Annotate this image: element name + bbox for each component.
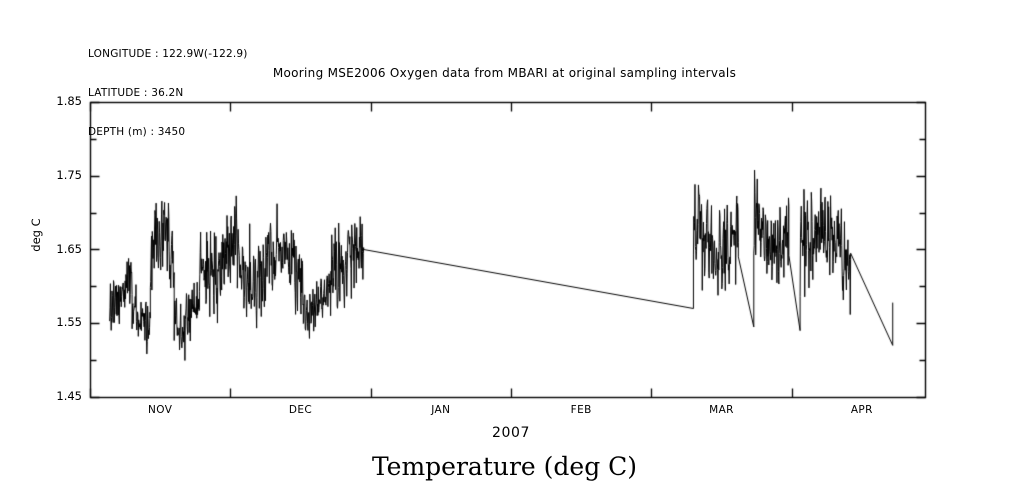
x-tick-label: DEC [288,404,313,416]
x-tick-label: APR [850,404,873,416]
y-tick-label: 1.45 [56,389,82,403]
x-tick-label: NOV [147,404,173,416]
y-tick-label: 1.65 [56,241,82,256]
y-tick-label: 1.85 [56,94,82,108]
x-tick-label: FEB [570,404,592,416]
y-axis-label: deg C [29,218,43,252]
year-label: 2007 [491,425,531,441]
y-tick-label: 1.75 [56,167,82,182]
bottom-title: Temperature (deg C) [371,452,638,481]
y-tick-label: 1.55 [56,315,82,330]
x-tick-label: JAN [431,404,451,416]
x-tick-label: MAR [709,404,734,416]
